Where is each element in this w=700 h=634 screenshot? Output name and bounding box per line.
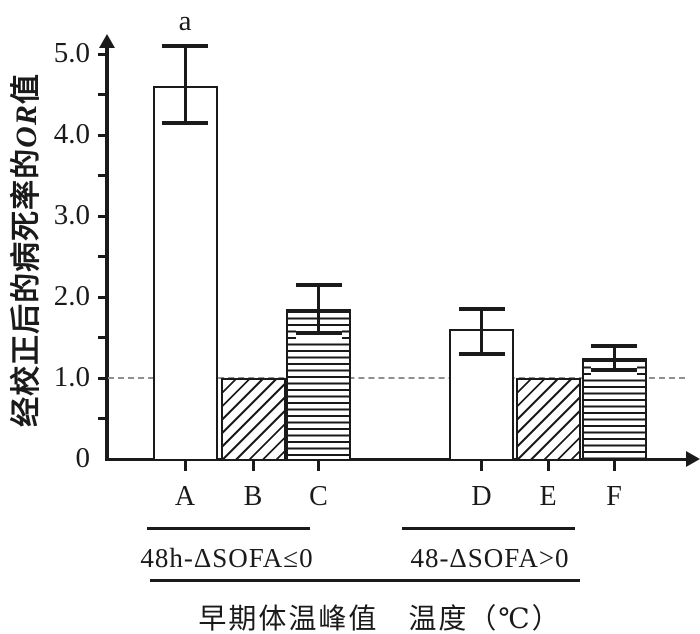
y-tick-mark: [98, 174, 105, 177]
group2-underline: [402, 527, 575, 530]
group1-underline: [147, 527, 310, 530]
error-bar-cap-top: [162, 43, 208, 48]
error-bar-stem: [317, 284, 320, 334]
y-tick-mark: [98, 376, 105, 380]
error-bar-cap-top: [295, 282, 342, 287]
y-tick-label: 4.0: [53, 118, 90, 150]
bar-A: [152, 86, 218, 461]
y-tick-mark: [98, 295, 105, 299]
error-bar-stem: [612, 345, 616, 370]
y-tick-mark: [98, 336, 105, 339]
x-category-label: B: [243, 481, 263, 512]
bar-E: [515, 378, 581, 461]
error-bar-stem: [183, 45, 187, 123]
y-tick-mark: [98, 214, 105, 218]
error-bar-cap-top: [458, 307, 505, 312]
x-category-label: F: [606, 481, 622, 512]
y-tick-mark: [98, 93, 105, 96]
reference-line: [108, 377, 685, 379]
y-tick-label: 0: [75, 442, 91, 474]
x-category-label: C: [309, 481, 328, 512]
x-tick-mark: [317, 460, 320, 471]
x-category-label: A: [174, 481, 196, 512]
x-axis-line: [105, 457, 688, 461]
error-bar-stem: [480, 309, 483, 354]
x-axis-arrow-icon: [686, 451, 700, 467]
error-bar-cap-bottom: [162, 120, 208, 125]
x-tick-mark: [183, 460, 187, 471]
y-tick-label: 1.0: [53, 361, 90, 393]
y-axis-arrow-icon: [99, 34, 115, 48]
x-tick-mark: [546, 460, 550, 471]
y-tick-label: 3.0: [53, 199, 90, 231]
group2-label: 48-ΔSOFA>0: [410, 543, 570, 573]
y-tick-mark: [98, 255, 105, 258]
y-tick-label: 2.0: [53, 280, 90, 312]
y-tick-mark: [98, 52, 105, 56]
x-category-label: E: [539, 481, 557, 512]
bar-B: [220, 378, 286, 461]
error-bar-cap-bottom: [295, 331, 342, 336]
error-bar-cap-bottom: [591, 367, 637, 372]
x-tick-mark: [612, 460, 616, 471]
error-bar-cap-top: [591, 343, 637, 348]
group1-label: 48h-ΔSOFA≤0: [140, 543, 314, 573]
error-bar-cap-bottom: [458, 351, 505, 356]
x-tick-mark: [480, 460, 483, 471]
significance-annotation: a: [178, 4, 192, 37]
x-axis-footer-underline: [150, 579, 580, 582]
y-tick-mark: [98, 417, 105, 420]
x-category-label: D: [471, 481, 492, 512]
y-tick-label: 5.0: [53, 37, 90, 69]
y-axis-line: [105, 46, 109, 461]
x-axis-title: 早期体温峰值 温度（℃）: [198, 604, 562, 634]
y-tick-mark: [98, 133, 105, 137]
x-tick-mark: [251, 460, 255, 471]
